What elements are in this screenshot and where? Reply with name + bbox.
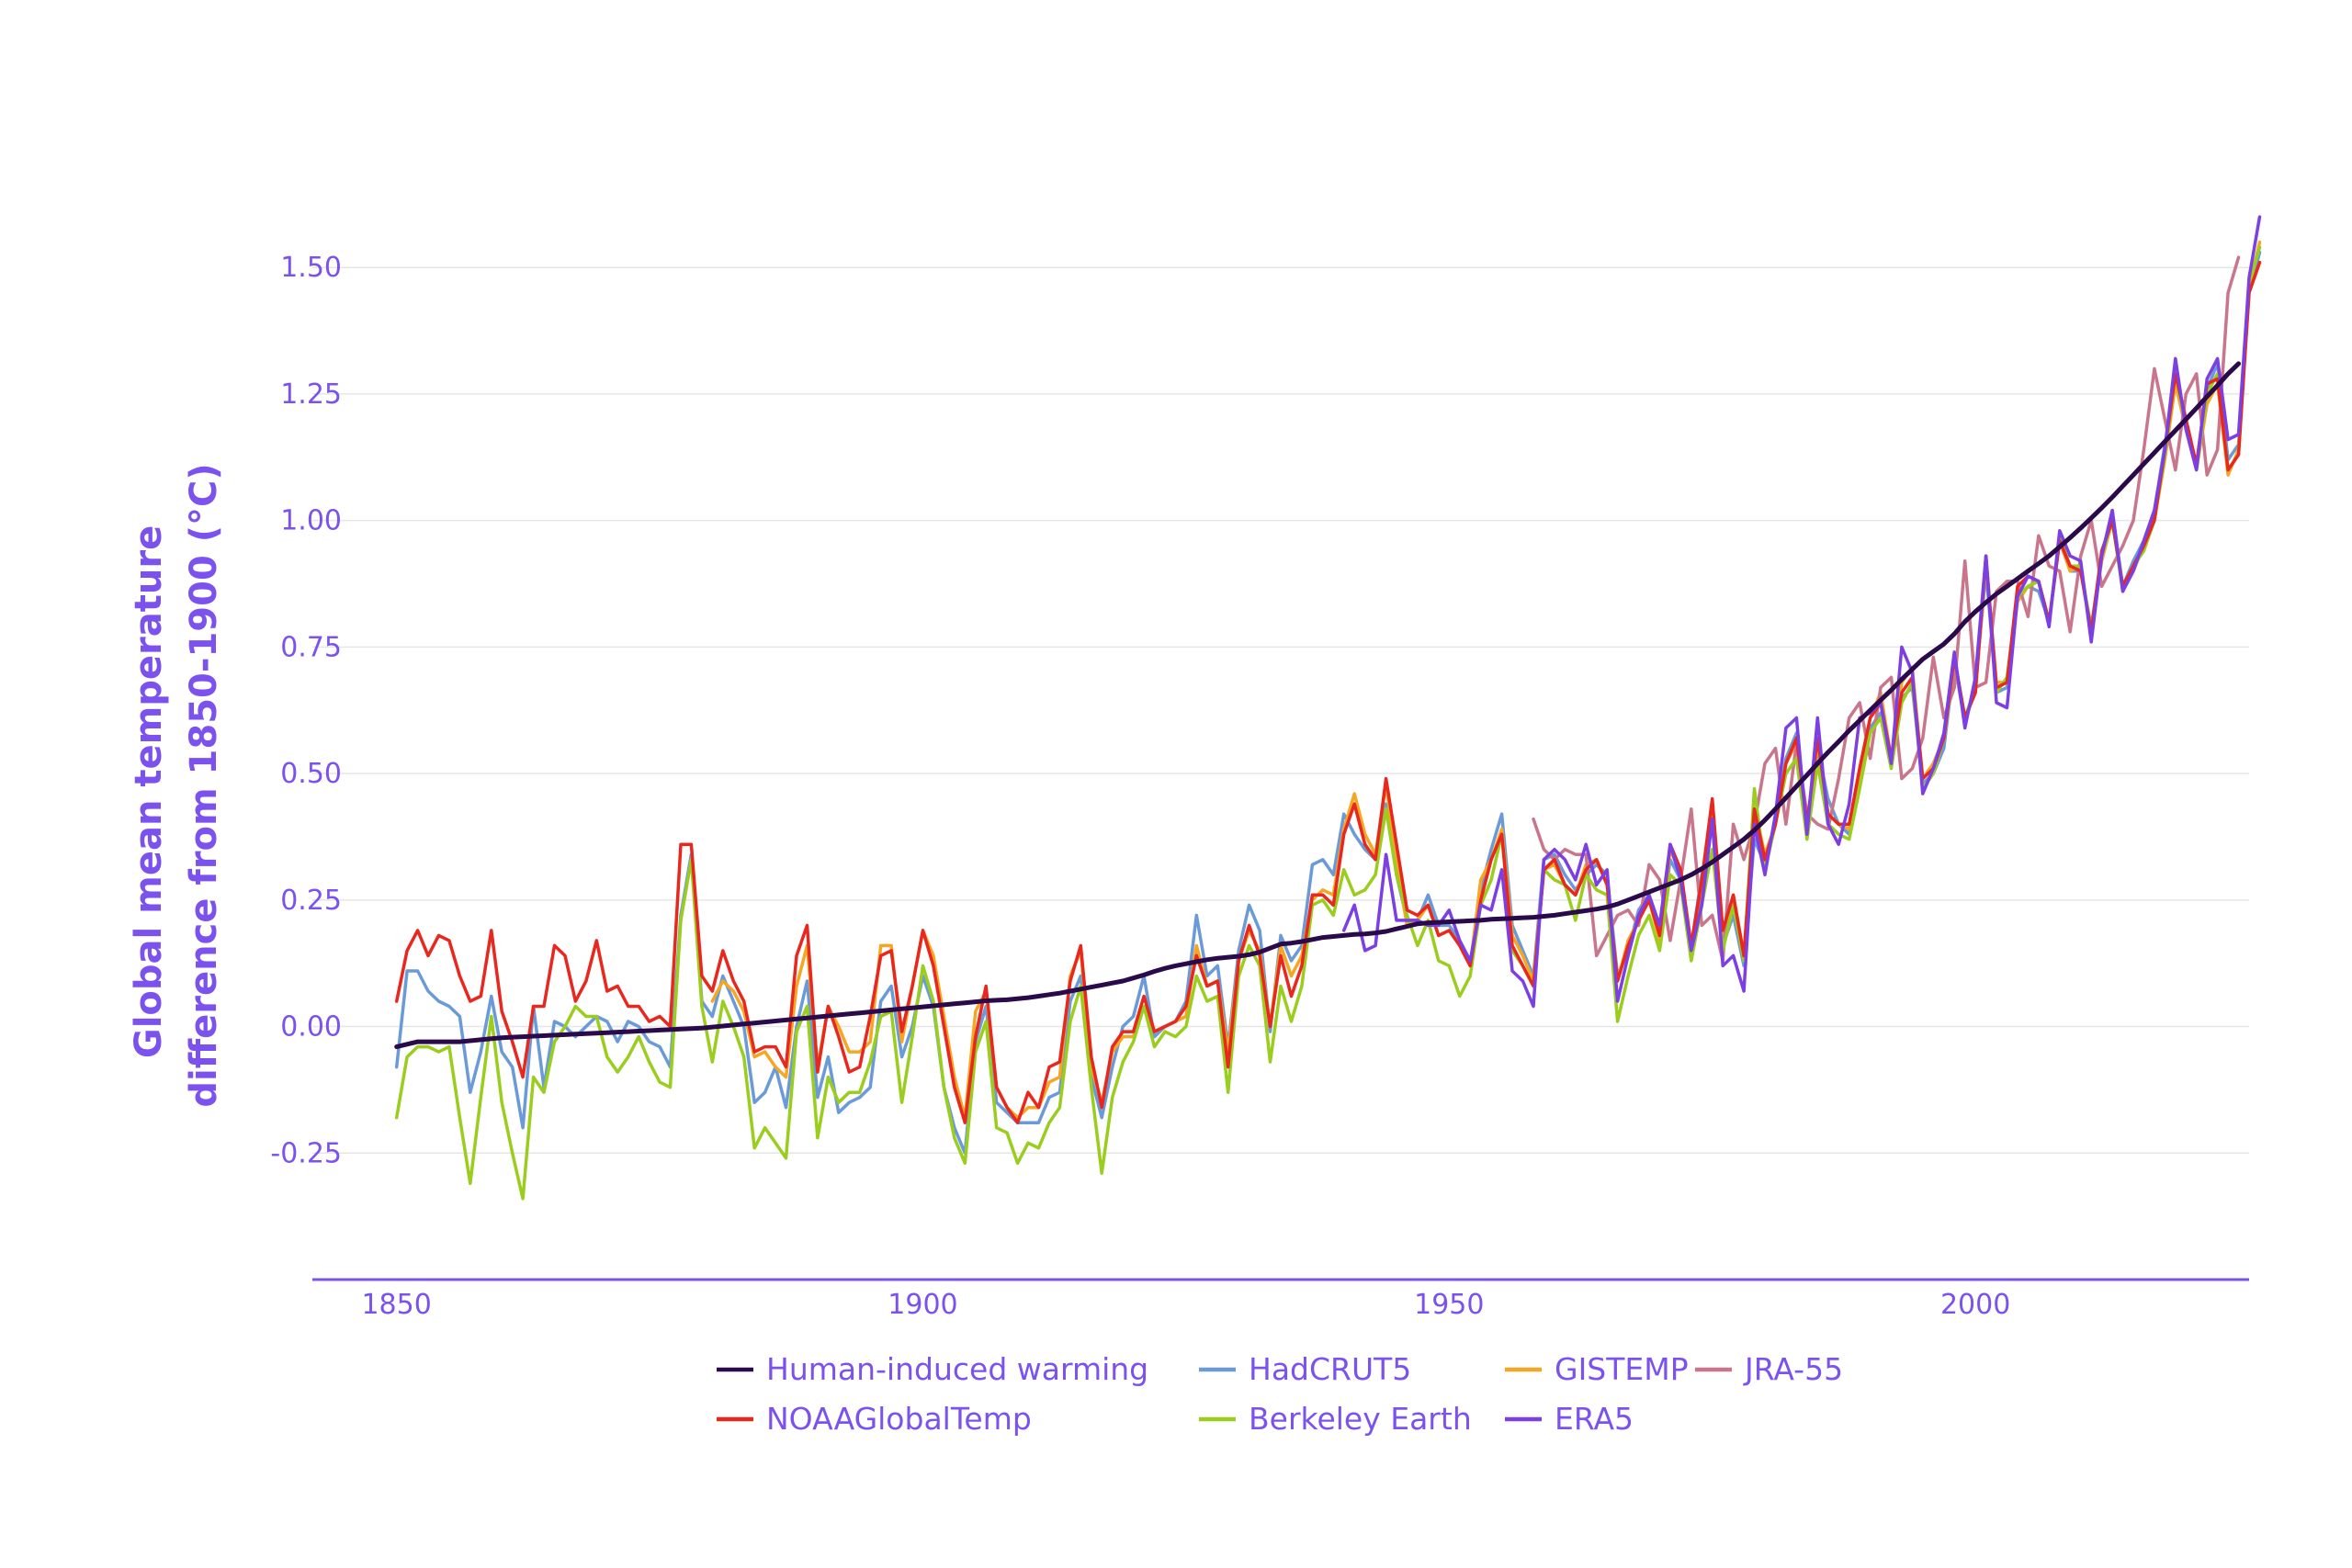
series-lines — [394, 215, 2262, 1201]
legend-label-era5: ERA5 — [1555, 1401, 1634, 1437]
y-tick-label: 1.25 — [280, 378, 342, 411]
x-tick-label: 1900 — [888, 1289, 957, 1321]
y-tick-label: 1.50 — [280, 252, 342, 284]
series-line-gistemp — [710, 240, 2262, 1120]
y-tick-label: 1.00 — [280, 505, 342, 537]
x-tick-label: 1950 — [1414, 1289, 1484, 1321]
y-tick-label: -0.25 — [270, 1137, 342, 1169]
legend-label-berkeley-earth: Berkeley Earth — [1249, 1401, 1472, 1437]
y-axis-title-line2: difference from 1850-1900 (°C) — [183, 463, 225, 1107]
series-line-jra-55 — [1532, 255, 2241, 963]
legend-label-gistemp: GISTEMP — [1555, 1351, 1689, 1387]
legend-label-human-induced-warming: Human-induced warming — [766, 1351, 1148, 1387]
legend-label-hadcrut5: HadCRUT5 — [1249, 1351, 1411, 1387]
legend: Human-induced warming HadCRUT5 GISTEMP JRA-… — [717, 1351, 1843, 1437]
x-tick-labels: 1850 1900 1950 2000 — [361, 1289, 2010, 1321]
y-axis-title: Global mean temperature difference from … — [128, 463, 225, 1107]
legend-label-jra-55: JRA-55 — [1743, 1351, 1843, 1387]
y-tick-label: 0.75 — [280, 631, 342, 663]
legend-label-noaaglobaltemp: NOAAGlobalTemp — [766, 1401, 1032, 1437]
y-axis-title-line1: Global mean temperature — [128, 525, 170, 1058]
series-line-era5 — [1341, 215, 2262, 1009]
y-tick-label: 0.50 — [280, 758, 342, 790]
x-tick-label: 2000 — [1940, 1289, 2010, 1321]
y-tick-label: 0.00 — [280, 1011, 342, 1043]
series-line-berkeley-earth — [394, 245, 2262, 1201]
y-tick-labels: 1.50 1.25 1.00 0.75 0.50 0.25 0.00 -0.25 — [270, 252, 342, 1169]
series-line-human-induced-warming — [394, 361, 2241, 1050]
x-tick-label: 1850 — [361, 1289, 431, 1321]
y-tick-label: 0.25 — [280, 885, 342, 917]
